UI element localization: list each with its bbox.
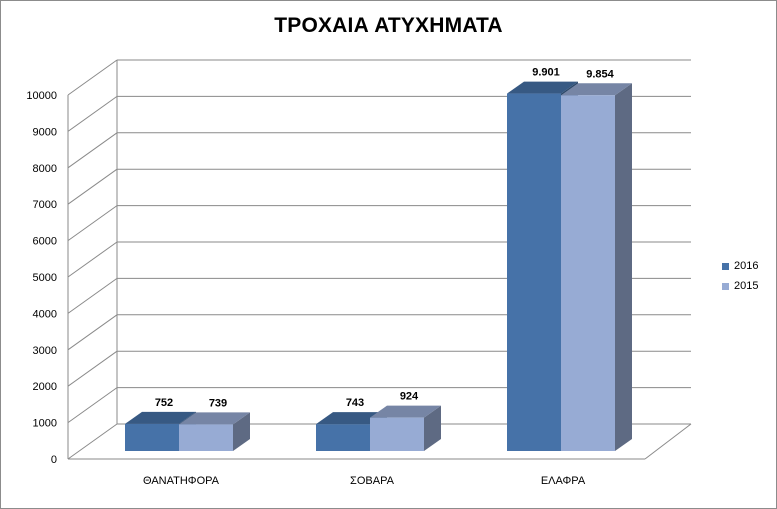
y-tick-label: 8000 [33, 163, 57, 175]
y-tick-label: 5000 [33, 272, 57, 284]
y-tick-label: 3000 [33, 345, 57, 357]
bar-side [424, 405, 441, 451]
grid-depth-line [67, 387, 118, 424]
data-label: 924 [400, 391, 419, 403]
y-tick-label: 4000 [33, 308, 57, 320]
bar [370, 417, 424, 451]
x-tick-label: ΕΛΑΦΡΑ [541, 475, 586, 487]
grid-depth-line [67, 205, 118, 242]
legend-swatch-2016 [722, 262, 729, 270]
legend-label-2015: 2015 [734, 280, 759, 292]
bar-top [370, 405, 441, 418]
y-tick-label: 7000 [33, 199, 57, 211]
legend-item-2016: 2016 [722, 256, 758, 276]
y-tick-label: 6000 [33, 236, 57, 248]
y-tick-label: 1000 [33, 418, 57, 430]
grid-depth-line [67, 132, 118, 169]
y-tick-label: 9000 [33, 126, 57, 138]
bar-top [507, 81, 578, 94]
bar-top [179, 412, 250, 425]
grid-depth-line [67, 350, 118, 387]
legend: 2016 2015 [722, 256, 758, 296]
data-label: 739 [209, 397, 227, 409]
chart-title: ΤΡΟΧΑΙΑ ΑΤΥΧΗΜΑΤΑ [274, 14, 503, 37]
bar [561, 95, 615, 451]
y-tick-label: 10000 [26, 90, 57, 102]
bar [125, 423, 179, 451]
floor-right-edge [644, 423, 692, 460]
bar-top [561, 83, 632, 96]
grid-depth-line [67, 168, 118, 205]
y-tick-label: 2000 [33, 381, 57, 393]
grid-depth-line [67, 95, 118, 132]
bar-side [615, 83, 632, 451]
bar [316, 424, 370, 451]
bar-top [316, 412, 387, 425]
grid-depth-line [67, 423, 118, 460]
data-label: 752 [155, 397, 173, 409]
data-label: 9.854 [586, 68, 614, 80]
bar-top [125, 411, 196, 424]
bar [507, 93, 561, 451]
grid-depth-line [67, 277, 118, 314]
grid-depth-line [67, 314, 118, 351]
legend-item-2015: 2015 [722, 276, 758, 296]
x-tick-label: ΣΟΒΑΡΑ [350, 475, 395, 487]
data-label: 9.901 [532, 67, 560, 79]
bar-side [233, 412, 250, 451]
data-label: 743 [346, 397, 364, 409]
legend-label-2016: 2016 [734, 260, 759, 272]
bar [179, 424, 233, 451]
grid-depth-line [67, 241, 118, 278]
y-tick-label: 0 [51, 454, 57, 466]
grid-depth-line [67, 59, 118, 96]
legend-swatch-2015 [722, 282, 729, 290]
x-tick-label: ΘΑΝΑΤΗΦΟΡΑ [143, 475, 220, 487]
